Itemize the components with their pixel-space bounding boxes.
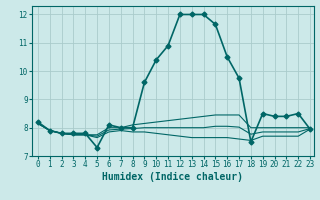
X-axis label: Humidex (Indice chaleur): Humidex (Indice chaleur) [102, 172, 243, 182]
